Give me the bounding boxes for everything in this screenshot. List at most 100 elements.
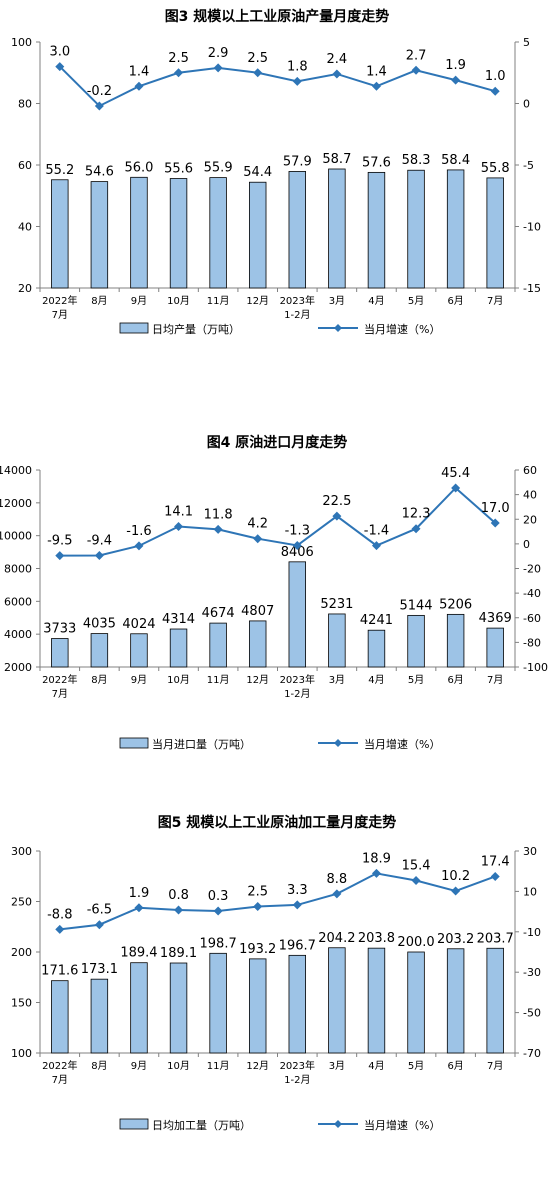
x-tick-label: 5月 bbox=[408, 1060, 424, 1072]
bar-data-label: 189.1 bbox=[160, 946, 197, 961]
x-tick-label: 8月 bbox=[91, 295, 107, 307]
bar-data-label: 57.6 bbox=[362, 155, 391, 170]
line-marker bbox=[213, 63, 223, 73]
line-marker bbox=[94, 920, 104, 930]
y-left-tick-label: 40 bbox=[18, 221, 32, 234]
x-tick-label: 11月 bbox=[207, 1060, 230, 1072]
y-right-tick-label: -70 bbox=[523, 1047, 541, 1060]
x-tick-label: 10月 bbox=[167, 674, 190, 686]
x-tick-label: 12月 bbox=[246, 674, 269, 686]
y-left-tick-label: 4000 bbox=[4, 628, 32, 641]
x-tick-label: 8月 bbox=[91, 674, 107, 686]
line-marker bbox=[55, 62, 65, 72]
bar-data-label: 200.0 bbox=[397, 935, 434, 950]
line-marker bbox=[371, 868, 381, 878]
bar bbox=[486, 177, 504, 289]
line-marker bbox=[134, 903, 144, 913]
x-tick-label: 12月 bbox=[246, 295, 269, 307]
line-marker bbox=[292, 900, 302, 910]
chart-crude-oil-imports: 图4 原油进口月度走势 2000 4000 6000 8000 10000 12000 14… bbox=[0, 420, 554, 790]
chart-title: 图3 规模以上工业原油产量月度走势 bbox=[164, 9, 390, 25]
bar-data-label: 4314 bbox=[162, 612, 195, 627]
bar-data-label: 3733 bbox=[43, 622, 76, 637]
bar-data-label: 8406 bbox=[281, 545, 314, 560]
bar-data-label: 196.7 bbox=[279, 938, 316, 953]
bar bbox=[169, 178, 188, 289]
chart-canvas: 2000 4000 6000 8000 10000 12000 14000 -100 -80 -6… bbox=[0, 464, 548, 751]
bar bbox=[367, 171, 386, 289]
line-marker bbox=[253, 902, 263, 912]
line-data-label: 18.9 bbox=[362, 851, 391, 866]
y-right-tick-label: -10 bbox=[523, 221, 541, 234]
line-data-label: 14.1 bbox=[164, 505, 193, 520]
line-data-label: 1.4 bbox=[129, 64, 150, 79]
line-marker bbox=[451, 75, 461, 85]
line-data-label: 22.5 bbox=[322, 494, 351, 509]
bar bbox=[328, 947, 346, 1054]
x-tick-label: 6月 bbox=[447, 295, 463, 307]
bar bbox=[288, 561, 307, 668]
line-marker bbox=[94, 101, 104, 111]
line-data-label: -8.8 bbox=[47, 907, 72, 922]
bar-data-label: 203.2 bbox=[437, 932, 474, 947]
bar bbox=[51, 980, 69, 1054]
y-right-tick-label: 0 bbox=[523, 538, 530, 551]
y-right-tick-label: 60 bbox=[523, 464, 537, 477]
line-marker bbox=[55, 551, 65, 561]
x-tick-label: 4月 bbox=[368, 295, 384, 307]
legend-bar-swatch bbox=[119, 737, 149, 749]
x-tick-label: 2022年 bbox=[42, 294, 77, 307]
bar bbox=[367, 947, 386, 1054]
y-right-tick-label: -10 bbox=[523, 926, 541, 939]
line-data-label: 1.4 bbox=[366, 64, 387, 79]
line-marker bbox=[292, 76, 302, 86]
bar-data-label: 55.2 bbox=[45, 163, 74, 178]
line-data-label: 12.3 bbox=[402, 507, 431, 522]
line-marker bbox=[411, 875, 421, 885]
x-tick-label: 9月 bbox=[131, 674, 147, 686]
x-tick-label: 7月 bbox=[52, 309, 68, 321]
bar-data-label: 4369 bbox=[479, 611, 512, 626]
x-tick-label: 4月 bbox=[368, 1060, 384, 1072]
x-tick-label: 7月 bbox=[52, 1074, 68, 1086]
line-marker bbox=[451, 886, 461, 896]
line-data-label: 0.3 bbox=[208, 889, 229, 904]
bar-data-label: 203.7 bbox=[477, 931, 514, 946]
line-data-label: 17.0 bbox=[481, 501, 510, 516]
legend-line-label: 当月增速（%） bbox=[364, 1118, 440, 1132]
y-left-tick-label: 250 bbox=[11, 896, 32, 909]
bar bbox=[90, 978, 109, 1054]
line-marker bbox=[213, 906, 223, 916]
bar-data-label: 5206 bbox=[439, 597, 472, 612]
bar bbox=[209, 952, 227, 1054]
bar bbox=[51, 638, 69, 668]
line-marker bbox=[292, 540, 302, 550]
bar bbox=[90, 633, 109, 668]
y-left-tick-label: 100 bbox=[11, 1047, 32, 1060]
line-marker bbox=[411, 65, 421, 75]
line-data-label: 3.3 bbox=[287, 883, 308, 898]
bar bbox=[209, 622, 227, 668]
legend-bar-label: 日均加工量（万吨） bbox=[152, 1119, 251, 1132]
legend-line-marker bbox=[334, 739, 342, 747]
y-left-tick-label: 300 bbox=[11, 845, 32, 858]
x-tick-label: 2023年 bbox=[280, 294, 315, 307]
bar bbox=[248, 181, 267, 289]
y-right-tick-label: -5 bbox=[523, 159, 534, 172]
bar bbox=[486, 947, 504, 1054]
y-left-tick-label: 20 bbox=[18, 282, 32, 295]
y-right-tick-label: 10 bbox=[523, 885, 537, 898]
bar bbox=[446, 169, 465, 289]
bar-data-label: 204.2 bbox=[318, 931, 355, 946]
line-data-label: 1.0 bbox=[485, 69, 506, 84]
bar bbox=[407, 951, 425, 1054]
bar-data-label: 58.3 bbox=[402, 153, 431, 168]
x-tick-label: 6月 bbox=[447, 674, 463, 686]
y-right-tick-label: 40 bbox=[523, 489, 537, 502]
bar bbox=[130, 176, 148, 289]
bar bbox=[288, 171, 307, 289]
y-right-tick-label: -80 bbox=[523, 636, 541, 649]
x-tick-label: 8月 bbox=[91, 1060, 107, 1072]
line-data-label: 17.4 bbox=[481, 854, 510, 869]
y-right-tick-label: -60 bbox=[523, 612, 541, 625]
